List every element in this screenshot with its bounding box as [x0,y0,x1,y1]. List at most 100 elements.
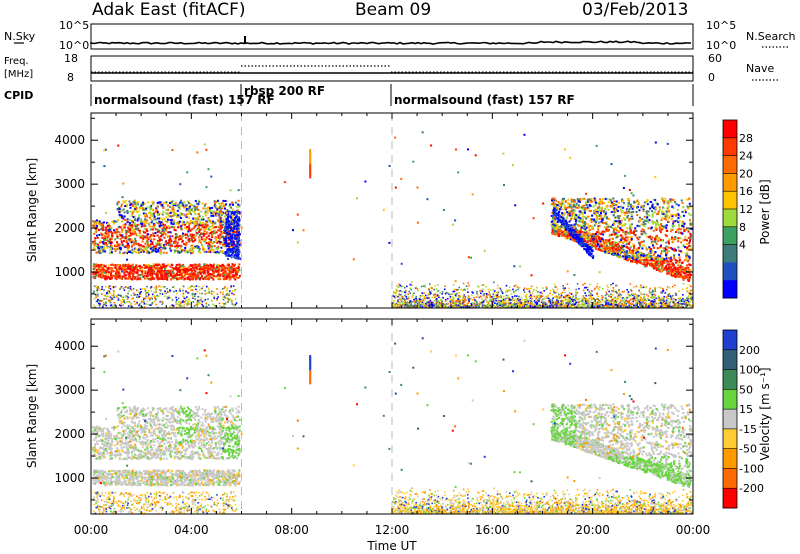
radar-cell [525,293,528,296]
radar-cell [226,231,229,234]
radar-cell [231,231,234,234]
radar-cell [163,244,165,247]
radar-cell [604,294,607,297]
radar-cell [581,300,583,302]
radar-cell [148,222,151,225]
radar-cell [238,257,241,260]
radar-cell [186,276,189,279]
radar-cell [177,297,180,300]
radar-cell [613,291,615,293]
radar-cell [550,301,553,304]
radar-cell [191,221,194,224]
radar-cell [189,247,192,250]
radar-cell [216,298,218,300]
radar-cell [238,205,241,208]
radar-cell [670,305,673,308]
radar-cell [170,274,172,277]
radar-cell [131,226,134,228]
radar-cell [118,243,121,246]
noise-sky-line [90,40,692,45]
radar-cell [594,300,597,302]
radar-cell [152,246,155,249]
radar-cell [173,249,176,252]
radar-cell [184,247,187,249]
radar-cell [175,296,177,299]
radar-cell [686,297,688,299]
radar-cell [93,244,96,247]
radar-cell [178,290,180,293]
radar-cell [122,239,125,242]
radar-cell [221,235,224,238]
radar-cell [498,301,500,304]
radar-cell [94,242,97,245]
radar-cell [187,301,189,304]
radar-cell [120,234,122,237]
radar-cell [124,276,127,279]
radar-cell [208,245,211,248]
radar-cell [175,302,177,305]
radar-cell [199,302,201,305]
radar-cell [228,243,231,245]
radar-cell [161,213,164,216]
radar-cell [235,243,238,246]
radar-cell [154,232,157,234]
radar-cell [558,295,560,298]
radar-cell [100,300,102,302]
radar-cell [219,305,221,307]
radar-cell [131,212,134,215]
radar-cell [192,296,194,298]
radar-cell [190,301,193,303]
radar-cell [184,233,187,236]
radar-cell [140,225,143,228]
radar-cell [216,219,219,222]
radar-cell [219,278,222,281]
radar-cell [182,292,184,295]
radar-cell [229,226,232,229]
radar-cell [204,299,207,301]
radar-cell [509,286,511,288]
radar-cell [157,263,160,266]
radar-cell [96,236,99,239]
radar-cell [161,203,164,206]
radar-cell [183,226,186,229]
radar-cell [395,295,397,297]
radar-cell [191,252,194,254]
radar-cell [687,296,690,298]
radar-cell [535,297,537,299]
radar-cell [97,275,100,278]
radar-cell [182,221,185,224]
radar-cell [202,271,205,274]
radar-cell [191,293,194,295]
radar-cell [575,301,577,304]
radar-cell [186,222,189,225]
radar-cell [149,273,152,276]
radar-cell [223,229,226,232]
radar-cell [489,304,492,307]
radar-cell [669,295,672,297]
radar-cell [165,272,167,275]
radar-cell [159,274,162,277]
radar-cell [138,244,141,247]
radar-cell [529,302,531,305]
radar-cell [229,248,232,251]
radar-cell [131,220,133,222]
radar-cell [209,275,212,278]
radar-cell [210,265,213,268]
radar-cell [564,303,567,305]
radar-cell [601,298,603,301]
radar-cell [96,219,98,222]
radar-cell [236,209,239,212]
radar-cell [489,300,491,302]
radar-cell [93,290,95,293]
radar-cell [178,204,181,207]
radar-cell [228,230,231,233]
radar-cell [202,234,205,237]
radar-cell [113,274,116,277]
radar-cell [395,288,398,291]
radar-cell [614,297,616,300]
radar-cell [198,265,201,268]
radar-cell [169,269,172,272]
radar-cell [120,302,122,305]
radar-cell [173,285,175,288]
